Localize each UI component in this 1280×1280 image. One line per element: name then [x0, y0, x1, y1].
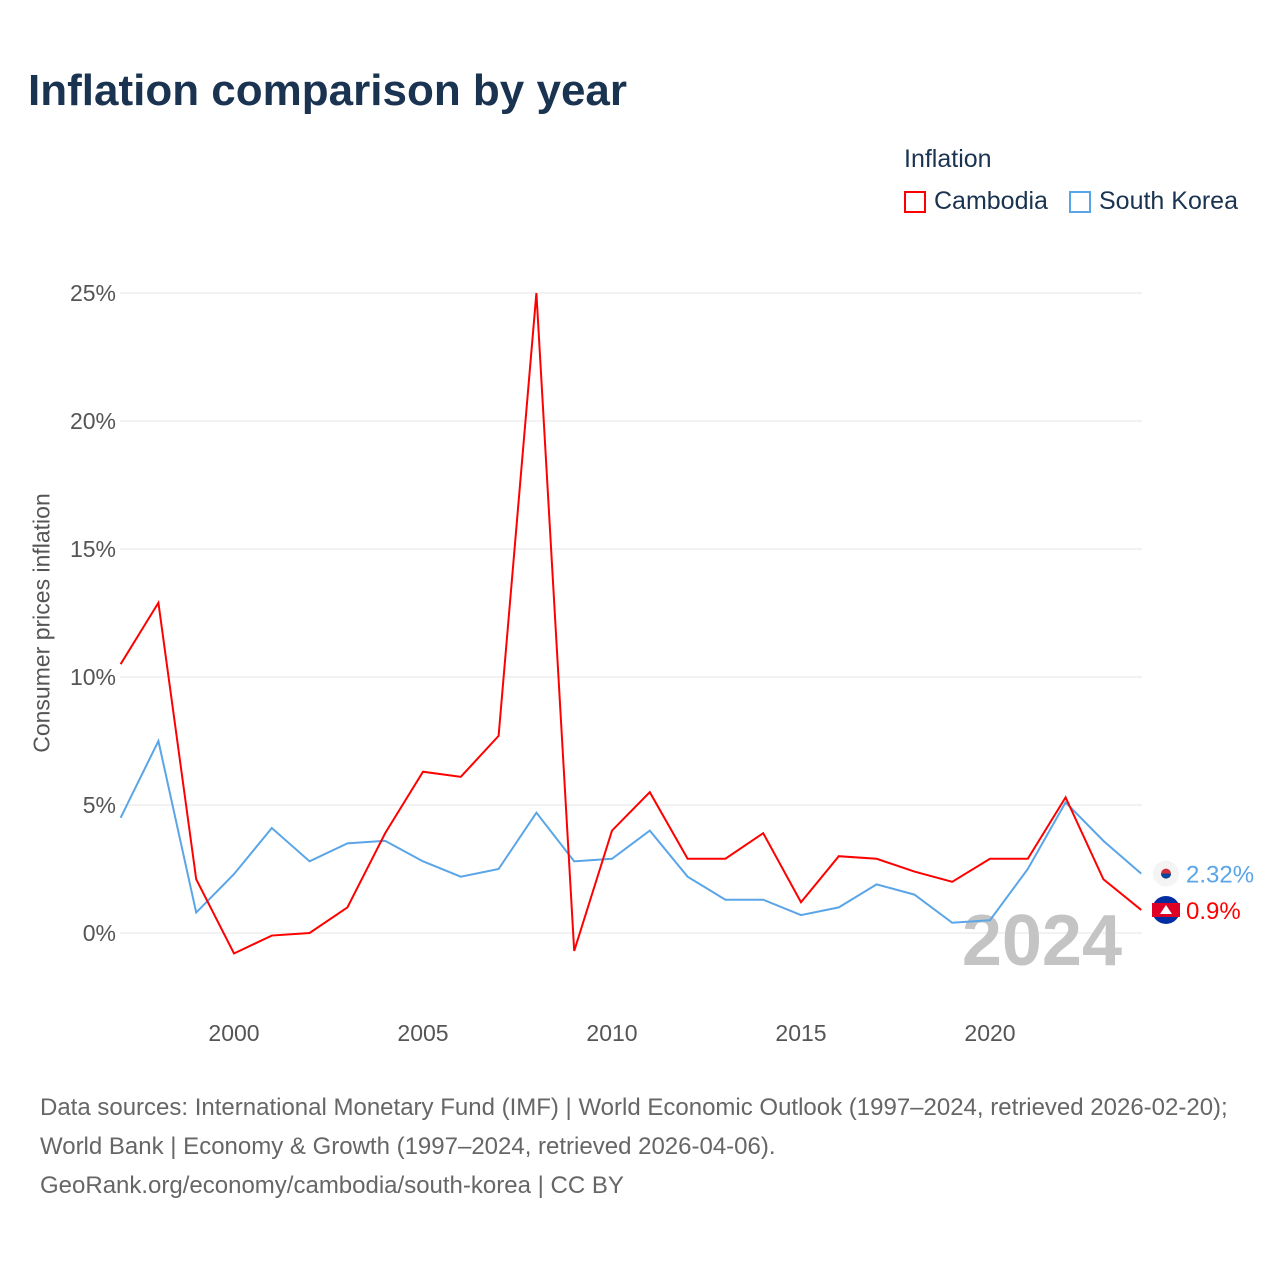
source-link[interactable]: GeoRank.org/economy/cambodia/south-korea… — [40, 1172, 624, 1199]
chart-title: Inflation comparison by year — [28, 66, 628, 115]
series-line-south-korea — [119, 737, 1142, 924]
legend-label: South Korea — [1099, 187, 1238, 215]
y-tick-label: 15% — [70, 536, 116, 562]
legend-item-cambodia[interactable]: Cambodia — [904, 187, 1048, 216]
cambodia-flag-icon — [1160, 904, 1172, 914]
year-watermark: 2024 — [962, 901, 1122, 981]
x-tick-label: 2000 — [208, 1020, 259, 1046]
legend-swatch — [1069, 190, 1091, 213]
y-tick-label: 5% — [83, 792, 116, 818]
south-korea-end-label: 2.32% — [1186, 862, 1254, 889]
y-tick-label: 10% — [70, 664, 116, 690]
x-tick-label: 2005 — [397, 1020, 448, 1046]
series-line-cambodia — [119, 292, 1142, 955]
legend-swatch — [904, 190, 926, 213]
south-korea-flag-icon — [1161, 873, 1171, 879]
source-note: Data sources: International Monetary Fun… — [40, 1088, 1250, 1205]
x-tick-label: 2010 — [586, 1020, 637, 1046]
source-line: Data sources: International Monetary Fun… — [40, 1094, 1228, 1160]
y-tick-label: 0% — [83, 920, 116, 946]
legend-title: Inflation — [904, 145, 992, 173]
x-tick-label: 2020 — [964, 1020, 1015, 1046]
legend-item-south-korea[interactable]: South Korea — [1069, 187, 1238, 216]
x-tick-label: 2015 — [775, 1020, 826, 1046]
y-tick-label: 25% — [70, 280, 116, 306]
y-tick-label: 20% — [70, 408, 116, 434]
cambodia-end-label: 0.9% — [1186, 898, 1241, 925]
legend-label: Cambodia — [934, 187, 1048, 215]
